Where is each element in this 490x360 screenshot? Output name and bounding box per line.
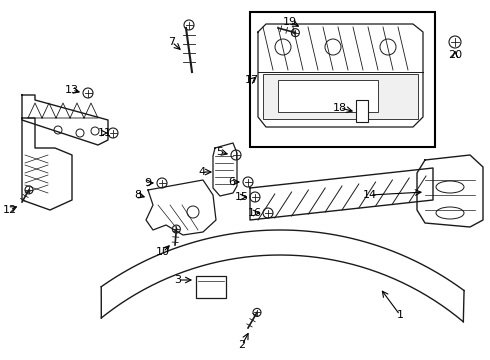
Text: 1: 1 bbox=[396, 310, 403, 320]
Text: 18: 18 bbox=[333, 103, 347, 113]
Polygon shape bbox=[417, 155, 483, 227]
Bar bbox=[356, 100, 368, 122]
Text: 6: 6 bbox=[228, 177, 236, 187]
Text: 16: 16 bbox=[248, 208, 262, 218]
Text: 9: 9 bbox=[145, 178, 151, 188]
Text: 12: 12 bbox=[3, 205, 17, 215]
Text: 14: 14 bbox=[363, 190, 377, 200]
Text: 5: 5 bbox=[217, 147, 223, 157]
Bar bbox=[278, 80, 378, 112]
Text: 17: 17 bbox=[245, 75, 259, 85]
Polygon shape bbox=[250, 168, 433, 220]
Polygon shape bbox=[22, 95, 108, 145]
Text: 11: 11 bbox=[98, 128, 112, 138]
Text: 13: 13 bbox=[65, 85, 79, 95]
Polygon shape bbox=[258, 24, 423, 127]
Polygon shape bbox=[146, 180, 216, 235]
Text: 19: 19 bbox=[283, 17, 297, 27]
Text: 20: 20 bbox=[448, 50, 462, 60]
Polygon shape bbox=[213, 143, 237, 196]
Text: 10: 10 bbox=[156, 247, 170, 257]
Text: 7: 7 bbox=[169, 37, 175, 47]
Text: 15: 15 bbox=[235, 192, 249, 202]
Polygon shape bbox=[22, 118, 72, 210]
Text: 3: 3 bbox=[174, 275, 181, 285]
Bar bbox=[250, 12, 435, 147]
Text: 8: 8 bbox=[134, 190, 142, 200]
Text: 2: 2 bbox=[239, 340, 245, 350]
FancyBboxPatch shape bbox=[196, 276, 226, 298]
Bar bbox=[263, 74, 418, 119]
Text: 4: 4 bbox=[198, 167, 206, 177]
